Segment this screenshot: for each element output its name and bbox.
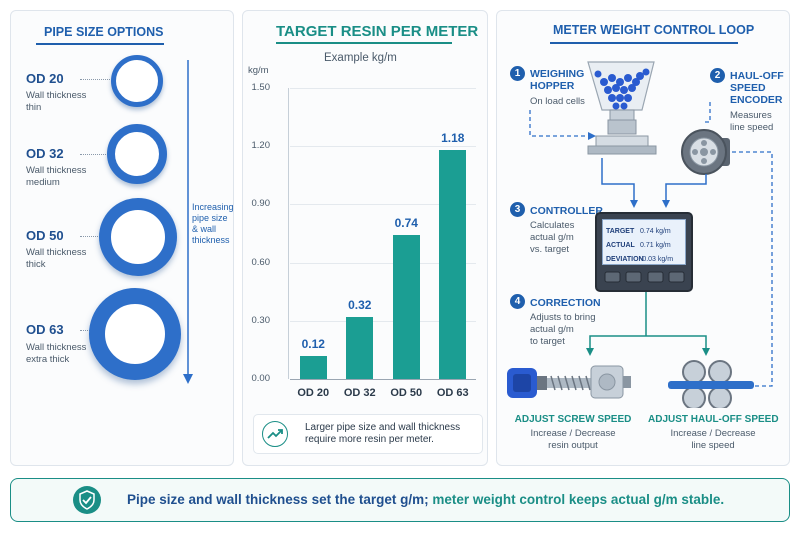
gridline — [290, 88, 476, 89]
x-tick-label: OD 32 — [343, 387, 376, 399]
y-axis-label: kg/m — [248, 65, 269, 76]
output-title: ADJUST HAUL-OFF SPEED — [648, 414, 779, 425]
gridline — [290, 379, 476, 380]
pipe-wall-label: Wall thickness medium — [26, 165, 87, 188]
haul-off-rollers-icon — [668, 360, 754, 408]
pipe-size-title: PIPE SIZE OPTIONS — [44, 25, 164, 39]
footer-banner — [10, 478, 790, 522]
y-tick-label: 1.50 — [251, 82, 271, 93]
y-tick-label: 0.60 — [251, 256, 271, 268]
chart-title-underline — [276, 42, 452, 44]
bar — [299, 355, 327, 379]
controller-screen — [602, 219, 686, 265]
extruder-screw-icon — [507, 365, 631, 399]
controller-values: 0.74 kg/m 0.71 kg/m -0.03 kg/m — [640, 228, 674, 263]
output-title: ADJUST SCREW SPEED — [514, 414, 632, 425]
pipe-leader-line — [80, 79, 110, 80]
y-axis-line — [288, 88, 289, 379]
arrow-caption: Increasing pipe size & wall thickness — [192, 202, 234, 245]
pipe-od-label: OD 63 — [26, 322, 64, 337]
step-title: CORRECTION — [530, 297, 601, 309]
x-tick-label: OD 63 — [436, 387, 469, 399]
output-desc: Increase / Decrease line speed — [670, 428, 756, 451]
step-desc: Adjusts to bring actual g/m to target — [530, 312, 596, 347]
chart-subtitle: Example kg/m — [324, 52, 397, 64]
controller-readout: TARGET ACTUAL DEVIATION — [606, 228, 644, 263]
pipe-ring-od32 — [107, 124, 167, 184]
pipe-leader-line — [80, 236, 98, 237]
pipe-od-label: OD 20 — [26, 71, 64, 86]
chart-note-text: Larger pipe size and wall thickness requi… — [305, 422, 461, 445]
control-loop-title-underline — [550, 42, 738, 44]
step-title: CONTROLLER — [530, 205, 603, 217]
bar-value-label: 1.18 — [441, 131, 465, 146]
gridline — [290, 320, 476, 322]
bar-value-label: 0.32 — [348, 297, 372, 312]
bar-value-label: 0.74 — [394, 216, 418, 231]
chart-note-box — [253, 414, 483, 454]
weighing-hopper-icon — [587, 61, 657, 155]
pipe-od-label: OD 50 — [26, 228, 64, 243]
step-number-badge: 2 — [710, 68, 725, 83]
step-title: WEIGHING HOPPER — [530, 68, 585, 92]
control-loop-connectors — [529, 102, 773, 387]
step-number-badge: 3 — [510, 202, 525, 217]
step-desc: On load cells — [530, 96, 585, 107]
y-tick-label: 0.90 — [251, 198, 271, 210]
step-number-badge: 1 — [510, 66, 525, 81]
step-number-badge: 4 — [510, 294, 525, 309]
control-loop-title: METER WEIGHT CONTROL LOOP — [553, 23, 755, 37]
y-tick-label: 0.30 — [251, 314, 271, 326]
output-desc: Increase / Decrease resin output — [530, 428, 616, 451]
encoder-wheel-icon — [681, 129, 730, 175]
pipe-leader-line — [80, 154, 106, 155]
x-tick-label: OD 20 — [297, 387, 330, 399]
shield-check-icon — [73, 486, 101, 514]
pipe-leader-line — [80, 330, 90, 331]
step-title: HAUL-OFF SPEED ENCODER — [730, 70, 784, 106]
bar — [439, 150, 467, 379]
y-tick-label: 1.20 — [251, 140, 271, 152]
step-desc: Measures line speed — [730, 110, 774, 133]
y-tick-label: 0.00 — [251, 373, 271, 384]
pipe-od-label: OD 32 — [26, 146, 64, 161]
footer-text: Pipe size and wall thickness set the tar… — [127, 492, 725, 507]
pipe-wall-label: Wall thickness thin — [26, 90, 87, 113]
pipe-size-title-underline — [36, 43, 164, 45]
controller-buttons — [604, 271, 685, 283]
step-desc: Calculates actual g/m vs. target — [530, 220, 575, 255]
pipe-ring-od20 — [111, 55, 163, 107]
bar — [346, 316, 374, 379]
gridline — [290, 262, 476, 264]
trend-up-icon — [262, 421, 288, 447]
increasing-arrow-icon — [183, 60, 193, 384]
pipe-ring-od63 — [89, 288, 181, 380]
chart-title: TARGET RESIN PER METER — [276, 23, 479, 40]
gridline — [290, 146, 476, 148]
bar-value-label: 0.12 — [301, 336, 325, 351]
x-tick-label: OD 50 — [390, 387, 423, 399]
gridline — [290, 204, 476, 206]
pipe-wall-label: Wall thickness extra thick — [26, 342, 87, 365]
pipe-ring-od50 — [99, 198, 177, 276]
pipe-wall-label: Wall thickness thick — [26, 247, 87, 270]
bar — [392, 235, 420, 379]
